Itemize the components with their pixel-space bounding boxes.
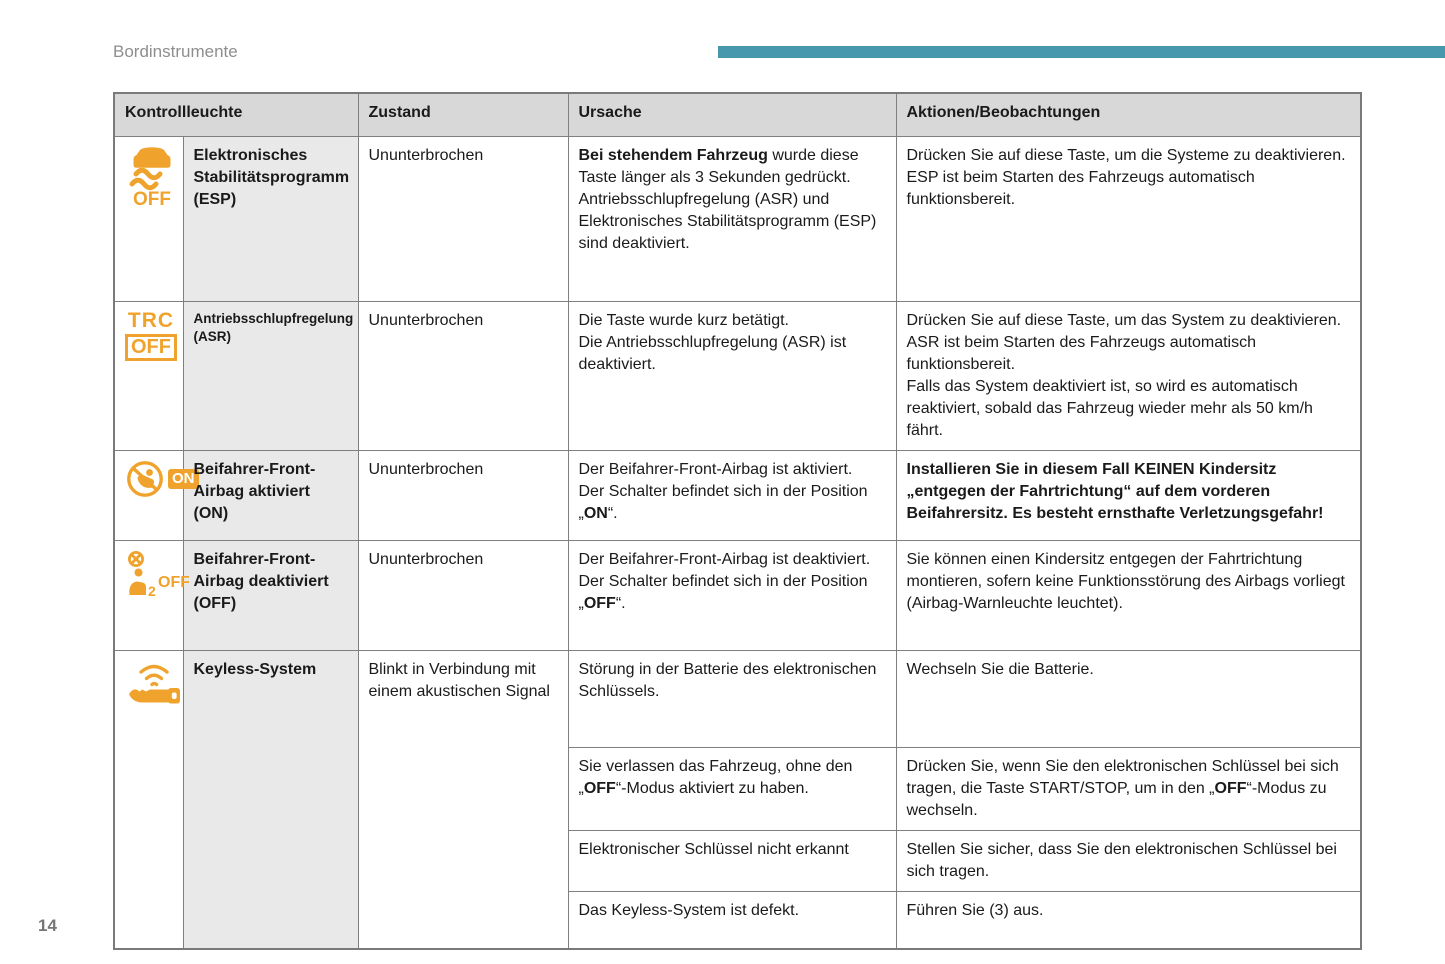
svg-text:OFF: OFF <box>133 189 171 207</box>
state-cell-airbag-on: Ununterbrochen <box>357 449 569 541</box>
table-row-airbag-on: ON Beifahrer-Front-Airbag aktiviert (ON)… <box>113 449 1362 541</box>
page-number: 14 <box>38 916 57 935</box>
indicator-label-asr: Antriebsschlupfregelung (ASR) <box>182 300 359 451</box>
column-header-state: Zustand <box>357 92 569 137</box>
breadcrumb: Bordinstrumente <box>113 42 238 61</box>
column-header-cause: Ursache <box>567 92 897 137</box>
indicator-table: Kontrollleuchte Zustand Ursache Aktionen… <box>113 92 1362 950</box>
state-cell-asr: Ununterbrochen <box>357 300 569 451</box>
table-row-keyless-defect: Das Keyless-System ist defekt. Führen Si… <box>114 891 1362 950</box>
indicator-label-esp: Elektronisches Stabilitätsprogramm (ESP) <box>182 135 359 302</box>
indicator-label-airbag-on: Beifahrer-Front-Airbag aktiviert (ON) <box>182 449 359 541</box>
cause-cell-keyless-battery: Störung in der Batterie des elektronisch… <box>567 649 897 748</box>
actions-cell-airbag-off: Sie können einen Kindersitz entgegen der… <box>895 539 1362 651</box>
indicator-label-keyless: Keyless-System <box>182 649 359 950</box>
table-row-keyless-notfound: Elektronischer Schlüssel nicht erkannt S… <box>114 830 1362 893</box>
actions-cell-airbag-on: Installieren Sie in diesem Fall KEINEN K… <box>895 449 1362 541</box>
cause-cell-esp: Bei stehendem Fahrzeug wurde diese Taste… <box>567 135 897 302</box>
indicator-label-airbag-off: Beifahrer-Front-Airbag deaktiviert (OFF) <box>182 539 359 651</box>
column-header-actions: Aktionen/Beobachtungen <box>895 92 1362 137</box>
table-header-row: Kontrollleuchte Zustand Ursache Aktionen… <box>113 92 1362 137</box>
actions-cell-keyless-defect: Führen Sie (3) aus. <box>895 891 1362 950</box>
table-row-esp: OFF Elektronisches Stabilitätsprogramm (… <box>113 135 1362 302</box>
table-row-keyless: Keyless-System Blinkt in Verbindung mit … <box>113 649 1362 950</box>
cause-cell-keyless-notfound: Elektronischer Schlüssel nicht erkannt <box>567 830 897 893</box>
svg-text:2: 2 <box>148 583 156 597</box>
state-cell-airbag-off: Ununterbrochen <box>357 539 569 651</box>
actions-cell-keyless-notfound: Stellen Sie sicher, dass Sie den elektro… <box>895 830 1362 893</box>
keyless-system-indicator-icon <box>125 664 183 711</box>
table-row-keyless-offmode: Sie verlassen das Fahrzeug, ohne den „OF… <box>114 746 1362 832</box>
trc-off-indicator-icon: TRC OFF <box>125 309 177 361</box>
table-row-airbag-off: 2 OFF Beifahrer-Front-Airbag deaktiviert… <box>113 539 1362 651</box>
esp-off-indicator-icon: OFF <box>125 146 179 211</box>
accent-bar <box>718 46 1445 58</box>
state-cell-keyless: Blinkt in Verbindung mit einem akustisch… <box>357 649 569 950</box>
table-row-asr: TRC OFF Antriebsschlupfregelung (ASR) Un… <box>113 300 1362 451</box>
passenger-airbag-on-indicator-icon: ON <box>125 459 199 499</box>
state-cell-esp: Ununterbrochen <box>357 135 569 302</box>
cause-cell-keyless-defect: Das Keyless-System ist defekt. <box>567 891 897 950</box>
cause-cell-keyless-offmode: Sie verlassen das Fahrzeug, ohne den „OF… <box>567 746 897 832</box>
actions-cell-asr: Drücken Sie auf diese Taste, um das Syst… <box>895 300 1362 451</box>
cause-cell-airbag-on: Der Beifahrer-Front-Airbag ist aktiviert… <box>567 449 897 541</box>
svg-text:OFF: OFF <box>158 574 189 591</box>
actions-cell-keyless-battery: Wechseln Sie die Batterie. <box>895 649 1362 748</box>
passenger-airbag-off-indicator-icon: 2 OFF <box>125 549 189 597</box>
cause-cell-airbag-off: Der Beifahrer-Front-Airbag ist deaktivie… <box>567 539 897 651</box>
actions-cell-esp: Drücken Sie auf diese Taste, um die Syst… <box>895 135 1362 302</box>
cause-cell-asr: Die Taste wurde kurz betätigt. Die Antri… <box>567 300 897 451</box>
column-header-indicator: Kontrollleuchte <box>113 92 359 137</box>
actions-cell-keyless-offmode: Drücken Sie, wenn Sie den elektronischen… <box>895 746 1362 832</box>
